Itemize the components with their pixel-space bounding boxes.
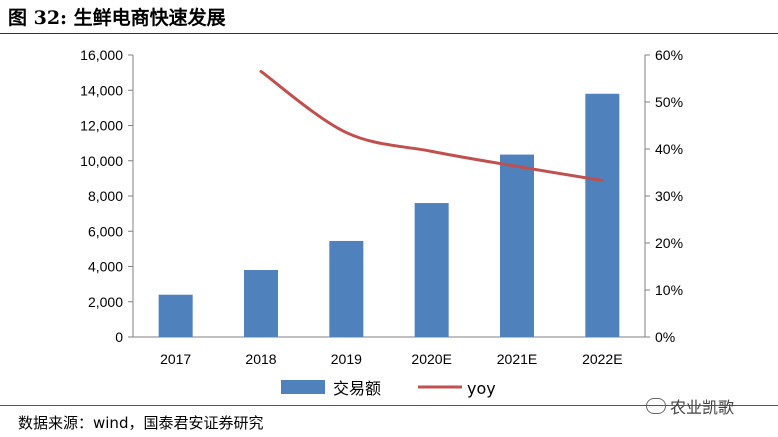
x-tick-label: 2022E xyxy=(582,351,622,367)
y-right-tick-label: 30% xyxy=(655,188,683,204)
x-tick-label: 2017 xyxy=(160,351,191,367)
y-left-tick-label: 6,000 xyxy=(88,223,123,239)
legend-swatch-bar xyxy=(281,380,325,394)
bar xyxy=(158,294,193,337)
legend-label-bar: 交易额 xyxy=(333,379,381,398)
yoy-line xyxy=(259,69,604,182)
y-left-tick-label: 16,000 xyxy=(80,47,123,63)
y-left-tick-label: 10,000 xyxy=(80,153,123,169)
y-right-tick-label: 10% xyxy=(655,282,683,298)
y-right-tick-label: 40% xyxy=(655,141,683,157)
legend-label-line: yoy xyxy=(467,379,496,398)
y-left-tick-label: 0 xyxy=(115,329,123,345)
y-right-tick-label: 60% xyxy=(655,47,683,63)
title-rule xyxy=(0,33,778,34)
watermark-text: 农业凯歌 xyxy=(670,398,735,417)
x-tick-label: 2018 xyxy=(245,351,276,367)
x-tick-label: 2019 xyxy=(331,351,362,367)
y-right-tick-label: 0% xyxy=(655,329,675,345)
x-tick-label: 2020E xyxy=(411,351,451,367)
bar xyxy=(414,203,449,337)
bar xyxy=(329,240,364,337)
source-note: 数据来源：wind，国泰君安证券研究 xyxy=(18,414,264,432)
watermark: 农业凯歌 xyxy=(646,394,734,418)
y-right-tick-label: 50% xyxy=(655,94,683,110)
y-left-tick-label: 12,000 xyxy=(80,118,123,134)
y-right-tick-label: 20% xyxy=(655,235,683,251)
bar xyxy=(244,270,278,337)
wechat-icon xyxy=(646,398,666,414)
y-left-tick-label: 8,000 xyxy=(88,188,123,204)
y-left-tick-label: 14,000 xyxy=(80,82,123,98)
source-rule xyxy=(0,405,778,406)
y-left-tick-label: 2,000 xyxy=(88,294,123,310)
bar xyxy=(500,154,534,337)
figure-title: 图 32: 生鲜电商快速发展 xyxy=(8,7,226,29)
y-left-tick-label: 4,000 xyxy=(88,259,123,275)
x-tick-label: 2021E xyxy=(497,351,537,367)
bar xyxy=(585,93,620,338)
